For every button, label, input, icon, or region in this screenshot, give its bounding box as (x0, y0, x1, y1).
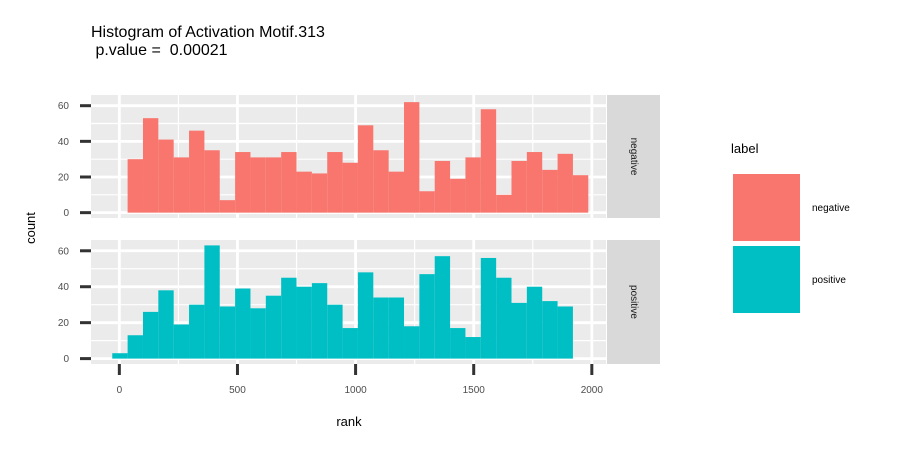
chart-subtitle: p.value = 0.00021 (91, 42, 228, 59)
y-axis-title: count (23, 212, 38, 244)
x-tick-label: 1500 (463, 385, 486, 396)
histogram-bar (404, 326, 420, 359)
histogram-bar (511, 160, 527, 213)
y-tick-label: 0 (63, 208, 69, 219)
histogram-bar (296, 286, 312, 359)
x-tick-label: 0 (117, 385, 123, 396)
y-tick-label: 60 (58, 101, 70, 112)
histogram-bar (542, 169, 558, 213)
panel-positive: 0 20 40 60 positive (58, 240, 660, 365)
histogram-bar (373, 150, 389, 213)
histogram-bar (142, 311, 159, 359)
histogram-bar (311, 173, 328, 213)
facet-strip-label: negative (628, 138, 639, 176)
facet-strip (607, 95, 660, 218)
histogram-bar (127, 159, 143, 213)
histogram-bar (342, 328, 358, 359)
histogram-bar (450, 178, 466, 213)
histogram-bar (342, 162, 358, 213)
legend-label-positive: positive (812, 275, 846, 286)
histogram-bar (388, 171, 405, 213)
histogram-bar (357, 125, 374, 213)
histogram-bar (373, 297, 389, 359)
histogram-bar (511, 302, 527, 359)
histogram-bar (465, 157, 481, 213)
histogram-bar (327, 152, 343, 213)
histogram-bar (281, 152, 297, 213)
histogram-bar (265, 157, 282, 213)
histogram-bar (557, 153, 573, 213)
histogram-bar (250, 157, 266, 213)
histogram-bar (296, 171, 312, 213)
histogram-bar (480, 257, 497, 359)
histogram-bar (204, 245, 220, 359)
x-tick-label: 1000 (344, 385, 367, 396)
legend-swatch-positive (733, 246, 800, 313)
histogram-bar (388, 297, 405, 359)
y-tick-label: 0 (63, 354, 69, 365)
histogram-bar (204, 150, 220, 213)
histogram-bar (235, 288, 251, 359)
chart-title: Histogram of Activation Motif.313 (91, 24, 325, 41)
histogram-bar (127, 335, 143, 359)
y-tick-label: 40 (58, 137, 70, 148)
histogram-bar (542, 301, 558, 359)
histogram-bar (142, 118, 159, 213)
x-axis-title: rank (336, 414, 362, 429)
panel-negative: 0 20 40 60 negative (58, 95, 660, 219)
histogram-bar (189, 130, 205, 213)
histogram-bar (419, 274, 435, 359)
histogram-bar (311, 283, 328, 359)
histogram-bar (173, 157, 190, 213)
facet-strip-label: positive (628, 285, 639, 319)
histogram-bar (450, 328, 466, 359)
x-tick-label: 500 (229, 385, 246, 396)
histogram-bar (281, 277, 297, 359)
y-tick-label: 40 (58, 282, 70, 293)
histogram-bar (465, 337, 481, 359)
histogram-bar (219, 200, 236, 213)
histogram-bar (173, 324, 190, 359)
facet-strip (607, 240, 660, 364)
x-tick-label: 2000 (581, 385, 604, 396)
histogram-bar (496, 277, 512, 359)
histogram-bar (235, 152, 251, 213)
y-tick-label: 20 (58, 318, 70, 329)
histogram-bar (327, 304, 343, 359)
histogram-bar (357, 272, 374, 359)
histogram-bar (250, 308, 266, 359)
histogram-bar (526, 152, 543, 213)
legend-swatch-negative (733, 174, 800, 241)
y-tick-label: 60 (58, 246, 70, 257)
histogram-bar (112, 353, 128, 359)
histogram-bar (480, 109, 497, 213)
legend-label-negative: negative (812, 203, 850, 214)
histogram-bar (434, 256, 451, 359)
histogram-bar (158, 139, 174, 213)
histogram-bar (572, 175, 589, 213)
histogram-bar (434, 160, 451, 213)
histogram-bar (158, 290, 174, 359)
y-tick-label: 20 (58, 173, 70, 184)
legend-title: label (731, 141, 759, 156)
histogram-bar (265, 295, 282, 359)
histogram-bar (557, 306, 573, 359)
histogram-bar (496, 194, 512, 213)
histogram-bar (404, 102, 420, 213)
histogram-bar (219, 306, 236, 359)
histogram-bar (526, 286, 543, 359)
histogram-bar (189, 304, 205, 359)
histogram-bar (419, 191, 435, 213)
